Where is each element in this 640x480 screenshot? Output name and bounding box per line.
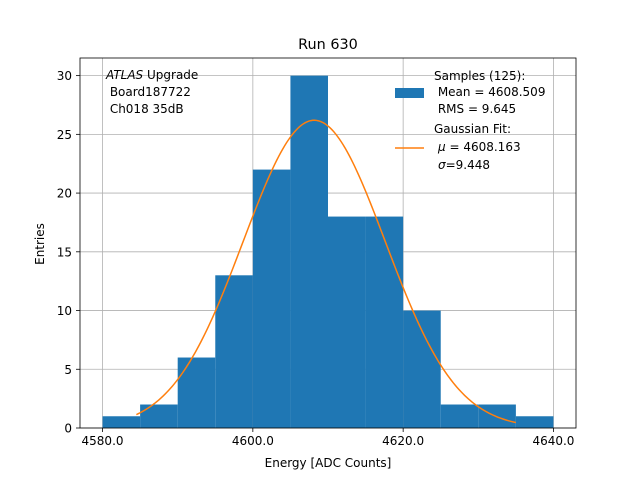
legend-fit-title: Gaussian Fit:	[434, 122, 511, 136]
legend-fit-sigma: =9.448	[446, 158, 490, 172]
legend-samples-title: Samples (125):	[434, 69, 525, 83]
x-axis-ticks: 4580.0 4600.0 4620.0 4640.0	[82, 428, 574, 448]
y-axis-ticks: 0 5 10 15 20 25 30	[57, 69, 80, 436]
y-tick-label-0: 0	[64, 422, 72, 436]
chart-title: Run 630	[298, 37, 358, 53]
x-axis-label: Energy [ADC Counts]	[265, 456, 392, 470]
atlas-annotation: ATLAS Upgrade Board187722 Ch018 35dB	[105, 68, 198, 116]
legend-fit-mu: = 4608.163	[446, 140, 521, 154]
legend: Samples (125): Mean = 4608.509 RMS = 9.6…	[395, 69, 545, 172]
y-tick-label-6: 30	[57, 69, 72, 83]
histogram-bar-4	[252, 169, 291, 429]
annotation-channel: Ch018 35dB	[106, 102, 184, 116]
axes-frame	[79, 57, 577, 429]
y-tick-label-1: 5	[64, 363, 72, 377]
legend-samples-rms: RMS = 9.645	[434, 102, 516, 116]
x-tick-label-0: 4580.0	[82, 434, 124, 448]
annotation-board: Board187722	[106, 85, 191, 99]
histogram-bar-0	[102, 416, 141, 428]
histogram-bars	[102, 75, 554, 429]
legend-fit-sigma-symbol: σ	[438, 158, 446, 172]
y-tick-label-3: 15	[57, 245, 72, 259]
gaussian-fit-curve	[136, 119, 517, 424]
y-tick-label-4: 20	[57, 187, 72, 201]
histogram-bar-1	[140, 404, 178, 428]
histogram-bar-2	[177, 357, 216, 428]
annotation-atlas: ATLAS	[105, 68, 144, 82]
x-tick-label-2: 4620.0	[382, 434, 424, 448]
legend-fit-mu-symbol: μ	[437, 140, 446, 154]
y-tick-label-2: 10	[57, 304, 72, 318]
x-tick-label-1: 4600.0	[232, 434, 274, 448]
legend-samples-mean: Mean = 4608.509	[434, 85, 545, 99]
histogram-bar-11	[515, 416, 554, 428]
histogram-bar-3	[215, 275, 253, 428]
svg-text:ATLAS Upgrade: ATLAS Upgrade	[105, 68, 198, 82]
y-tick-label-5: 25	[57, 128, 72, 142]
histogram-bar-5	[290, 75, 328, 428]
y-axis-label: Entries	[33, 223, 47, 265]
svg-text:μ = 4608.163: μ = 4608.163	[437, 140, 521, 154]
histogram-bar-6	[328, 216, 366, 428]
histogram-bar-9	[440, 404, 479, 428]
annotation-upgrade: Upgrade	[143, 68, 198, 82]
x-tick-label-3: 4640.0	[532, 434, 574, 448]
histogram-bar-8	[403, 310, 441, 428]
histogram-bar-7	[365, 216, 404, 428]
svg-text:σ=9.448: σ=9.448	[438, 158, 490, 172]
legend-samples-patch	[395, 88, 424, 98]
